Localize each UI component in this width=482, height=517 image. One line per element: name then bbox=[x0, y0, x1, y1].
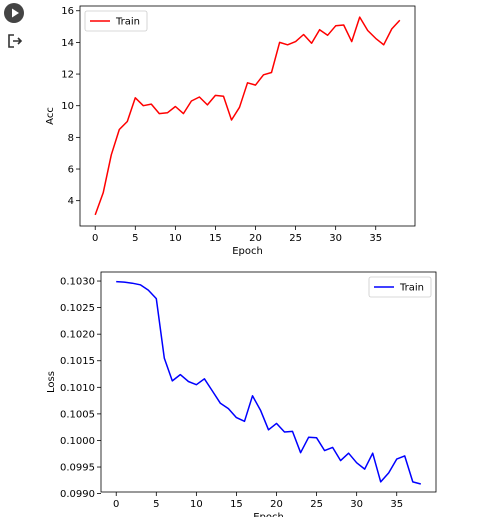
y-tick-label: 10 bbox=[61, 101, 74, 112]
y-tick-label: 8 bbox=[68, 133, 74, 144]
x-tick-label: 5 bbox=[153, 499, 159, 510]
y-tick-label: 4 bbox=[68, 196, 74, 207]
series-line-0 bbox=[95, 17, 400, 215]
x-axis-label: Epoch bbox=[253, 512, 284, 517]
x-tick-label: 0 bbox=[113, 499, 119, 510]
y-axis-label: Loss bbox=[46, 371, 57, 393]
y-tick-label: 0.0995 bbox=[60, 463, 95, 474]
x-tick-label: 0 bbox=[92, 233, 98, 244]
x-tick-label: 20 bbox=[270, 499, 283, 510]
legend-label: Train bbox=[399, 283, 424, 294]
x-tick-label: 35 bbox=[369, 233, 382, 244]
series-line-0 bbox=[116, 282, 421, 484]
plot-frame bbox=[80, 6, 415, 226]
y-tick-label: 14 bbox=[61, 38, 74, 49]
y-tick-label: 0.1005 bbox=[60, 409, 95, 420]
y-tick-label: 0.1015 bbox=[60, 356, 95, 367]
x-tick-label: 15 bbox=[209, 233, 222, 244]
y-axis-label: Acc bbox=[45, 107, 56, 125]
plot-frame bbox=[101, 272, 436, 492]
x-tick-label: 20 bbox=[249, 233, 262, 244]
y-tick-label: 6 bbox=[68, 165, 74, 176]
y-tick-label: 16 bbox=[61, 6, 74, 17]
x-tick-label: 25 bbox=[310, 499, 323, 510]
x-tick-label: 30 bbox=[329, 233, 342, 244]
y-tick-label: 0.1010 bbox=[60, 383, 95, 394]
x-tick-label: 35 bbox=[390, 499, 403, 510]
legend-label: Train bbox=[115, 17, 140, 28]
x-tick-label: 15 bbox=[230, 499, 243, 510]
x-tick-label: 30 bbox=[350, 499, 363, 510]
y-tick-label: 0.1020 bbox=[60, 330, 95, 341]
y-tick-label: 0.1030 bbox=[60, 277, 95, 288]
y-tick-label: 0.0990 bbox=[60, 489, 95, 500]
y-tick-label: 12 bbox=[61, 70, 74, 81]
loss-chart: 0 5 10 15 20 25 30 35 0.0990 0.0995 0.1000 0.1005 0.… bbox=[0, 260, 482, 517]
y-tick-label: 0.1000 bbox=[60, 436, 95, 447]
x-tick-label: 10 bbox=[169, 233, 182, 244]
x-tick-label: 25 bbox=[289, 233, 302, 244]
x-tick-label: 10 bbox=[190, 499, 203, 510]
x-axis-label: Epoch bbox=[232, 246, 263, 257]
accuracy-chart: 0 5 10 15 20 25 30 35 4 6 8 10 12 14 16 Epoch Acc Train bbox=[0, 0, 482, 260]
x-tick-label: 5 bbox=[132, 233, 138, 244]
y-tick-label: 0.1025 bbox=[60, 303, 95, 314]
